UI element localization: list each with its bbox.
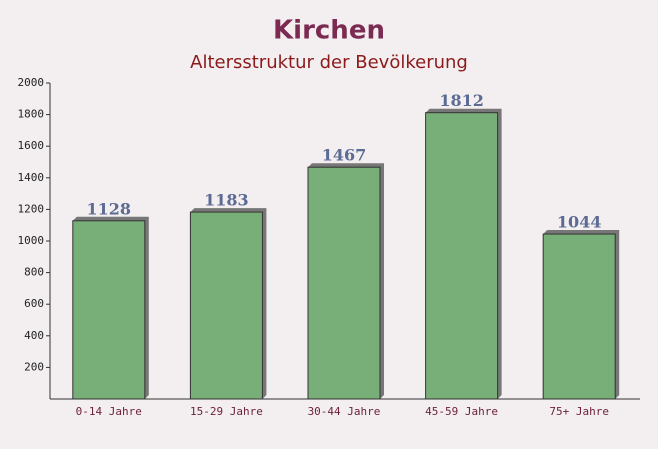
y-tick-label: 2000: [18, 76, 45, 89]
y-tick-label: 1600: [18, 139, 45, 152]
bar: [425, 112, 499, 400]
y-tick-label: 1200: [18, 202, 45, 215]
y-tick-label: 1400: [18, 171, 45, 184]
bar: [542, 233, 616, 400]
y-tick-label: 1800: [18, 108, 45, 121]
y-tick-label: 600: [24, 297, 44, 310]
x-tick-label: 15-29 Jahre: [190, 405, 263, 418]
value-label: 1812: [439, 91, 484, 110]
value-label: 1128: [87, 199, 132, 218]
y-tick-label: 400: [24, 329, 44, 342]
bar: [72, 220, 146, 400]
y-tick-label: 800: [24, 266, 44, 279]
y-tick-label: 1000: [18, 234, 45, 247]
x-tick-label: 30-44 Jahre: [308, 405, 381, 418]
value-label: 1044: [557, 213, 602, 232]
bar: [307, 166, 381, 400]
value-label: 1183: [204, 191, 249, 210]
x-tick-label: 0-14 Jahre: [76, 405, 142, 418]
y-tick-label: 200: [24, 360, 44, 373]
chart-subtitle: Altersstruktur der Bevölkerung: [190, 52, 468, 73]
value-label: 1467: [322, 146, 367, 165]
x-tick-label: 45-59 Jahre: [425, 405, 498, 418]
bar: [189, 211, 263, 400]
x-tick-label: 75+ Jahre: [549, 405, 609, 418]
chart-title: Kirchen: [273, 16, 385, 46]
